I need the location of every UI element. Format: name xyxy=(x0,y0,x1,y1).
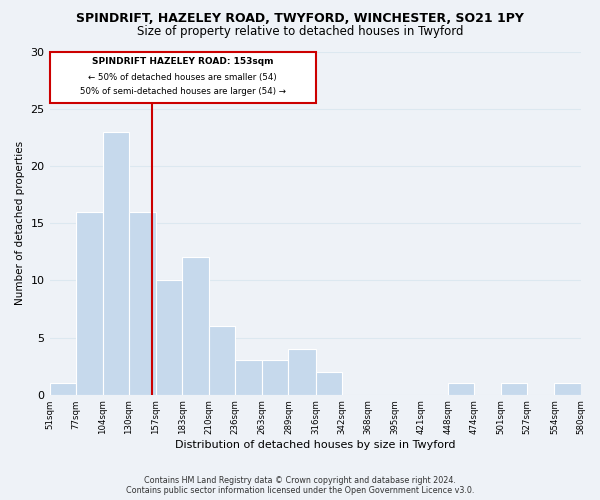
Bar xyxy=(235,360,262,394)
Bar xyxy=(262,360,289,394)
Bar xyxy=(156,280,182,394)
Text: 50% of semi-detached houses are larger (54) →: 50% of semi-detached houses are larger (… xyxy=(80,87,286,96)
FancyBboxPatch shape xyxy=(50,52,316,103)
Text: Contains public sector information licensed under the Open Government Licence v3: Contains public sector information licen… xyxy=(126,486,474,495)
Bar xyxy=(182,258,209,394)
Bar xyxy=(76,212,103,394)
Bar xyxy=(209,326,235,394)
X-axis label: Distribution of detached houses by size in Twyford: Distribution of detached houses by size … xyxy=(175,440,455,450)
Bar xyxy=(448,384,474,394)
Bar xyxy=(289,349,316,395)
Text: SPINDRIFT HAZELEY ROAD: 153sqm: SPINDRIFT HAZELEY ROAD: 153sqm xyxy=(92,57,273,66)
Text: SPINDRIFT, HAZELEY ROAD, TWYFORD, WINCHESTER, SO21 1PY: SPINDRIFT, HAZELEY ROAD, TWYFORD, WINCHE… xyxy=(76,12,524,26)
Bar xyxy=(501,384,527,394)
Text: Contains HM Land Registry data © Crown copyright and database right 2024.: Contains HM Land Registry data © Crown c… xyxy=(144,476,456,485)
Y-axis label: Number of detached properties: Number of detached properties xyxy=(15,141,25,305)
Text: ← 50% of detached houses are smaller (54): ← 50% of detached houses are smaller (54… xyxy=(88,73,277,82)
Bar xyxy=(129,212,156,394)
Bar xyxy=(103,132,129,394)
Bar xyxy=(554,384,581,394)
Bar xyxy=(316,372,341,394)
Bar xyxy=(50,384,76,394)
Text: Size of property relative to detached houses in Twyford: Size of property relative to detached ho… xyxy=(137,25,463,38)
